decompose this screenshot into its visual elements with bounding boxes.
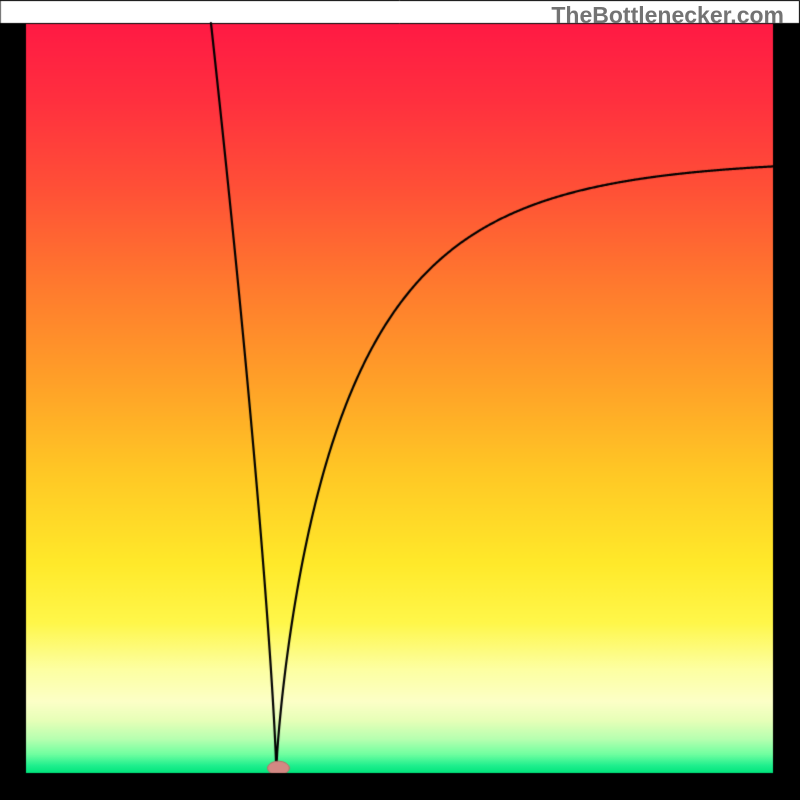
chart-stage: TheBottlenecker.com	[0, 0, 800, 800]
watermark-text: TheBottlenecker.com	[551, 2, 784, 29]
bottleneck-chart-canvas	[0, 0, 800, 800]
